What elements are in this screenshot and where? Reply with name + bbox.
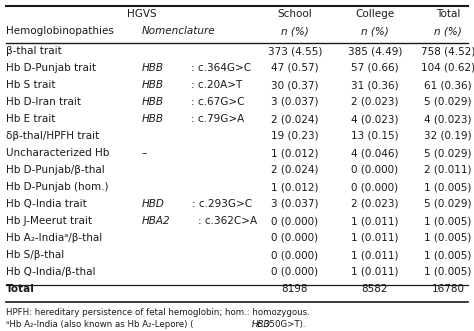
Text: Total: Total bbox=[6, 284, 35, 294]
Text: 47 (0.57): 47 (0.57) bbox=[271, 63, 319, 73]
Text: HBB: HBB bbox=[142, 80, 164, 90]
Text: HBA2: HBA2 bbox=[142, 216, 171, 226]
Text: 3 (0.037): 3 (0.037) bbox=[271, 199, 319, 209]
Text: 1 (0.011): 1 (0.011) bbox=[351, 233, 399, 243]
Text: 0 (0.000): 0 (0.000) bbox=[272, 216, 319, 226]
Text: 32 (0.19): 32 (0.19) bbox=[424, 131, 472, 141]
Text: 385 (4.49): 385 (4.49) bbox=[348, 46, 402, 56]
Text: 0 (0.000): 0 (0.000) bbox=[351, 165, 399, 175]
Text: 1 (0.011): 1 (0.011) bbox=[351, 267, 399, 277]
Text: Hb E trait: Hb E trait bbox=[6, 114, 55, 124]
Text: 31 (0.36): 31 (0.36) bbox=[351, 80, 399, 90]
Text: HGVS: HGVS bbox=[127, 9, 157, 19]
Text: 104 (0.62): 104 (0.62) bbox=[421, 63, 474, 73]
Text: HBB: HBB bbox=[142, 114, 164, 124]
Text: HBB: HBB bbox=[142, 63, 164, 73]
Text: 4 (0.046): 4 (0.046) bbox=[351, 148, 399, 158]
Text: Hb Q-India trait: Hb Q-India trait bbox=[6, 199, 87, 209]
Text: Hb S trait: Hb S trait bbox=[6, 80, 55, 90]
Text: 2 (0.023): 2 (0.023) bbox=[351, 97, 399, 107]
Text: 1 (0.005): 1 (0.005) bbox=[424, 233, 472, 243]
Text: β-thal trait: β-thal trait bbox=[6, 46, 62, 56]
Text: 0 (0.000): 0 (0.000) bbox=[272, 267, 319, 277]
Text: Nomenclature: Nomenclature bbox=[142, 26, 216, 36]
Text: –: – bbox=[142, 148, 147, 158]
Text: 8582: 8582 bbox=[362, 284, 388, 294]
Text: School: School bbox=[278, 9, 312, 19]
Text: Uncharacterized Hb: Uncharacterized Hb bbox=[6, 148, 109, 158]
Text: 5 (0.029): 5 (0.029) bbox=[424, 199, 472, 209]
Text: 3 (0.037): 3 (0.037) bbox=[271, 97, 319, 107]
Text: 57 (0.66): 57 (0.66) bbox=[351, 63, 399, 73]
Text: 5 (0.029): 5 (0.029) bbox=[424, 97, 472, 107]
Text: 1 (0.005): 1 (0.005) bbox=[424, 267, 472, 277]
Text: HBB: HBB bbox=[142, 97, 164, 107]
Text: : c.67G>C: : c.67G>C bbox=[191, 97, 245, 107]
Text: 1 (0.011): 1 (0.011) bbox=[351, 250, 399, 260]
Text: 1 (0.005): 1 (0.005) bbox=[424, 250, 472, 260]
Text: : c.350G>T).: : c.350G>T). bbox=[251, 320, 306, 329]
Text: 0 (0.000): 0 (0.000) bbox=[351, 182, 399, 192]
Text: Total: Total bbox=[436, 9, 460, 19]
Text: 373 (4.55): 373 (4.55) bbox=[268, 46, 322, 56]
Text: 61 (0.36): 61 (0.36) bbox=[424, 80, 472, 90]
Text: Hb D-Punjab trait: Hb D-Punjab trait bbox=[6, 63, 96, 73]
Text: 0 (0.000): 0 (0.000) bbox=[272, 233, 319, 243]
Text: 0 (0.000): 0 (0.000) bbox=[272, 250, 319, 260]
Text: : c.362C>A: : c.362C>A bbox=[198, 216, 257, 226]
Text: 2 (0.011): 2 (0.011) bbox=[424, 165, 472, 175]
Text: Hemoglobinopathies: Hemoglobinopathies bbox=[6, 26, 114, 36]
Text: : c.364G>C: : c.364G>C bbox=[191, 63, 251, 73]
Text: 5 (0.029): 5 (0.029) bbox=[424, 148, 472, 158]
Text: 2 (0.024): 2 (0.024) bbox=[271, 165, 319, 175]
Text: 4 (0.023): 4 (0.023) bbox=[424, 114, 472, 124]
Text: 1 (0.012): 1 (0.012) bbox=[271, 182, 319, 192]
Text: 13 (0.15): 13 (0.15) bbox=[351, 131, 399, 141]
Text: ᵃHb A₂-India (also known as Hb A₂-Lepore) (: ᵃHb A₂-India (also known as Hb A₂-Lepore… bbox=[6, 320, 193, 329]
Text: Hb Q-India/β-thal: Hb Q-India/β-thal bbox=[6, 267, 95, 277]
Text: n (%): n (%) bbox=[361, 26, 389, 36]
Text: Hb S/β-thal: Hb S/β-thal bbox=[6, 250, 64, 260]
Text: 758 (4.52): 758 (4.52) bbox=[421, 46, 474, 56]
Text: Hb D-Punjab/β-thal: Hb D-Punjab/β-thal bbox=[6, 165, 105, 175]
Text: 4 (0.023): 4 (0.023) bbox=[351, 114, 399, 124]
Text: HPFH: hereditary persistence of fetal hemoglobin; hom.: homozygous.: HPFH: hereditary persistence of fetal he… bbox=[6, 308, 310, 317]
Text: 8198: 8198 bbox=[282, 284, 308, 294]
Text: : c.79G>A: : c.79G>A bbox=[191, 114, 245, 124]
Text: δβ-thal/HPFH trait: δβ-thal/HPFH trait bbox=[6, 131, 99, 141]
Text: 2 (0.023): 2 (0.023) bbox=[351, 199, 399, 209]
Text: n (%): n (%) bbox=[434, 26, 462, 36]
Text: 2 (0.024): 2 (0.024) bbox=[271, 114, 319, 124]
Text: HBD: HBD bbox=[142, 199, 165, 209]
Text: 16780: 16780 bbox=[431, 284, 465, 294]
Text: 19 (0.23): 19 (0.23) bbox=[271, 131, 319, 141]
Text: 1 (0.011): 1 (0.011) bbox=[351, 216, 399, 226]
Text: 1 (0.005): 1 (0.005) bbox=[424, 182, 472, 192]
Text: : c.293G>C: : c.293G>C bbox=[192, 199, 252, 209]
Text: 30 (0.37): 30 (0.37) bbox=[271, 80, 319, 90]
Text: HBD: HBD bbox=[251, 320, 270, 329]
Text: Hb D-Punjab (hom.): Hb D-Punjab (hom.) bbox=[6, 182, 109, 192]
Text: 1 (0.012): 1 (0.012) bbox=[271, 148, 319, 158]
Text: Hb D-Iran trait: Hb D-Iran trait bbox=[6, 97, 81, 107]
Text: Hb J-Meerut trait: Hb J-Meerut trait bbox=[6, 216, 92, 226]
Text: 1 (0.005): 1 (0.005) bbox=[424, 216, 472, 226]
Text: Hb A₂-Indiaᵃ/β-thal: Hb A₂-Indiaᵃ/β-thal bbox=[6, 233, 102, 243]
Text: College: College bbox=[356, 9, 394, 19]
Text: : c.20A>T: : c.20A>T bbox=[191, 80, 243, 90]
Text: n (%): n (%) bbox=[281, 26, 309, 36]
